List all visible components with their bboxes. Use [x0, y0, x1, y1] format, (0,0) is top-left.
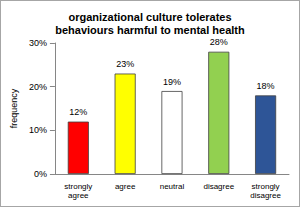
- svg-text:0%: 0%: [34, 169, 47, 179]
- svg-text:agree: agree: [68, 191, 89, 200]
- svg-text:12%: 12%: [69, 107, 87, 117]
- svg-text:behaviours harmful to mental h: behaviours harmful to mental health: [55, 24, 245, 36]
- svg-text:neutral: neutral: [160, 182, 185, 191]
- svg-text:23%: 23%: [116, 59, 134, 69]
- svg-text:organizational culture tolerat: organizational culture tolerates: [68, 11, 231, 23]
- svg-text:strongly: strongly: [252, 182, 280, 191]
- svg-text:18%: 18%: [257, 81, 275, 91]
- svg-text:19%: 19%: [163, 77, 181, 87]
- svg-text:30%: 30%: [29, 38, 47, 48]
- svg-text:20%: 20%: [29, 82, 47, 92]
- svg-text:28%: 28%: [210, 37, 228, 47]
- svg-text:disagree: disagree: [250, 191, 281, 200]
- svg-text:agree: agree: [115, 182, 136, 191]
- svg-text:disagree: disagree: [203, 182, 234, 191]
- svg-text:strongly: strongly: [64, 182, 92, 191]
- svg-text:10%: 10%: [29, 125, 47, 135]
- svg-text:frequency: frequency: [9, 88, 19, 128]
